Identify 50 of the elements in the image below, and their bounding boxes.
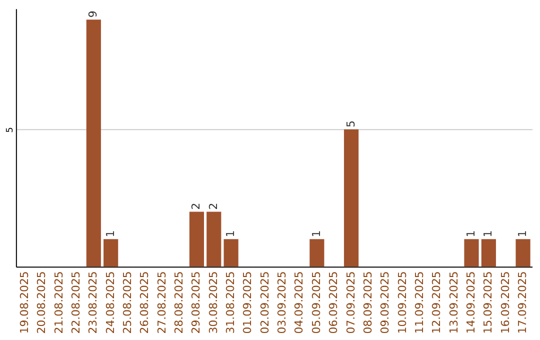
x-tick-label: 27.08.2025 xyxy=(155,271,168,334)
bar xyxy=(516,239,530,267)
x-tick-label: 09.09.2025 xyxy=(378,271,392,334)
bar xyxy=(86,20,101,267)
x-tick-label: 02.09.2025 xyxy=(258,271,272,334)
x-tick-label: 24.08.2025 xyxy=(104,271,117,334)
x-tick-label: 11.09.2025 xyxy=(412,271,426,334)
data-label: 2 xyxy=(206,202,220,210)
x-tick-label: 21.08.2025 xyxy=(52,271,66,334)
x-tick-label: 25.08.2025 xyxy=(120,271,134,334)
bar xyxy=(206,212,222,267)
bar xyxy=(224,239,238,267)
x-tick-label: 20.08.2025 xyxy=(35,271,48,334)
x-tick-label: 15.09.2025 xyxy=(482,271,495,334)
x-tick-label: 12.09.2025 xyxy=(430,271,444,334)
x-tick-label: 07.09.2025 xyxy=(344,271,358,334)
x-tick-label: 10.09.2025 xyxy=(396,271,409,334)
bar xyxy=(310,239,324,267)
x-tick-label: 31.08.2025 xyxy=(224,271,238,334)
x-tick-label: 08.09.2025 xyxy=(361,271,374,334)
bar xyxy=(189,212,204,267)
data-label: 1 xyxy=(310,230,323,238)
x-tick-label: 30.08.2025 xyxy=(206,271,220,334)
bar xyxy=(464,239,479,267)
bar xyxy=(344,129,359,267)
x-tick-label: 06.09.2025 xyxy=(327,271,340,334)
x-tick-label: 16.09.2025 xyxy=(498,271,512,334)
x-tick-label: 23.08.2025 xyxy=(86,271,100,334)
x-tick-label: 05.09.2025 xyxy=(310,271,323,334)
x-tick-label: 04.09.2025 xyxy=(292,271,306,334)
x-tick-label: 29.08.2025 xyxy=(190,271,203,334)
x-tick-label: 13.09.2025 xyxy=(447,271,460,334)
data-label: 1 xyxy=(464,230,478,238)
data-label: 2 xyxy=(190,202,203,210)
bar xyxy=(481,239,496,267)
data-label: 1 xyxy=(516,230,529,238)
x-tick-label: 03.09.2025 xyxy=(276,271,289,334)
bar xyxy=(104,239,118,267)
x-tick-label: 01.09.2025 xyxy=(241,271,254,334)
data-label: 5 xyxy=(344,120,358,128)
x-tick-label: 28.08.2025 xyxy=(172,271,186,334)
x-tick-label: 22.08.2025 xyxy=(69,271,82,334)
x-tick-label: 19.08.2025 xyxy=(18,271,31,334)
x-tick-label: 26.08.2025 xyxy=(138,271,152,334)
x-tick-label: 17.09.2025 xyxy=(516,271,529,334)
data-label: 1 xyxy=(224,230,238,238)
data-label: 1 xyxy=(482,230,495,238)
x-tick-label: 14.09.2025 xyxy=(464,271,478,334)
data-label: 1 xyxy=(104,230,117,238)
data-label: 9 xyxy=(86,10,100,18)
